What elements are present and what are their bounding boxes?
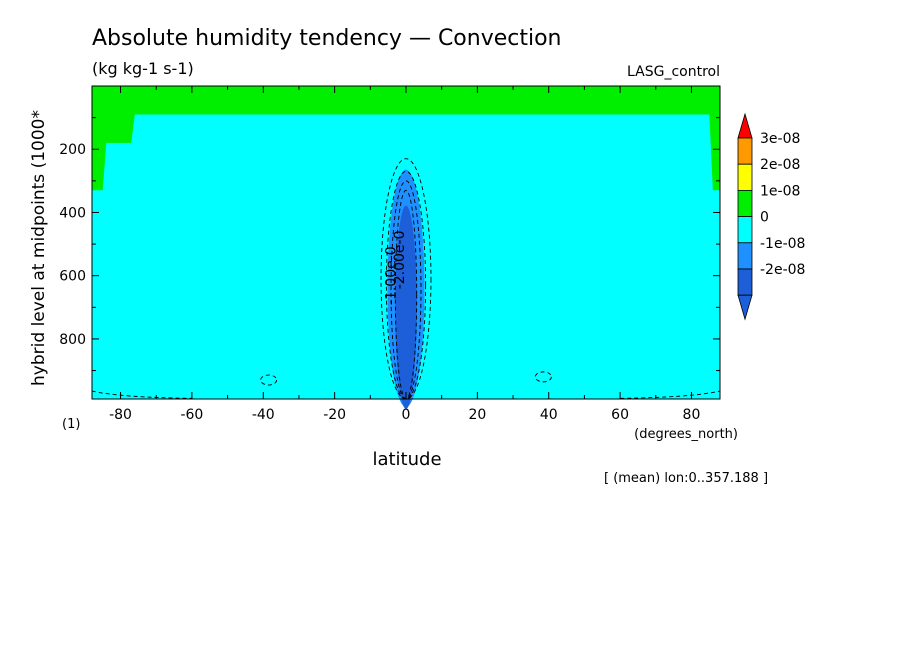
contour-label: -2.00e-0 [392, 230, 408, 289]
x-tick-label: 60 [611, 407, 629, 423]
colorbar: 3e-08 2e-08 1e-08 0 -1e-08 -2e-08 [737, 112, 805, 321]
x-units-label: (degrees_north) [634, 427, 738, 442]
x-axis-label: latitude [372, 449, 441, 470]
colorbar-arrow-top [737, 112, 753, 139]
x-axis: -80 -60 -40 -20 0 20 40 60 80 [109, 86, 700, 423]
mean-note: [ (mean) lon:0..357.188 ] [604, 471, 768, 486]
colorbar-label: -2e-08 [760, 262, 805, 278]
contour-line [385, 170, 427, 400]
colorbar-label: 3e-08 [760, 131, 800, 147]
contour-label: -1.00e-0 [383, 246, 399, 305]
contour-line [260, 374, 278, 386]
y-axis: 200 400 600 800 [59, 117, 720, 372]
contour-line [620, 390, 721, 399]
x-tick-label: -20 [323, 407, 346, 423]
x-tick-label: 0 [402, 407, 411, 423]
contour-line [91, 390, 192, 399]
positive-region [92, 86, 720, 191]
units-label: (kg kg-1 s-1) [92, 59, 194, 78]
y-tick-label: 600 [59, 269, 86, 285]
colorbar-label: 0 [760, 210, 769, 226]
x-tick-label: -60 [180, 407, 203, 423]
y-tick-label: 400 [59, 205, 86, 221]
colorbar-label: 1e-08 [760, 183, 800, 199]
x-tick-label: -40 [252, 407, 275, 423]
y-tick-label: 800 [59, 332, 86, 348]
colorbar-swatch [737, 189, 753, 217]
colorbar-arrow-bottom [737, 294, 753, 321]
x-tick-label: -80 [109, 407, 132, 423]
colorbar-label: 2e-08 [760, 157, 800, 173]
strong-negative-region [395, 205, 417, 409]
colorbar-label: -1e-08 [760, 236, 805, 252]
experiment-label: LASG_control [627, 64, 720, 80]
plot-area: -1.00e-0-2.00e-0 [91, 85, 721, 409]
contour-line [534, 371, 552, 383]
x-tick-label: 40 [540, 407, 558, 423]
y-units-label: (1) [62, 417, 80, 432]
colorbar-swatch [737, 242, 753, 270]
chart-title: Absolute humidity tendency — Convection [92, 26, 562, 51]
colorbar-swatch [737, 137, 753, 165]
colorbar-swatch [737, 216, 753, 244]
x-tick-label: 80 [683, 407, 701, 423]
y-axis-label: hybrid level at midpoints (1000* [29, 110, 49, 386]
y-tick-label: 200 [59, 142, 86, 158]
contour-line [390, 180, 422, 400]
x-tick-label: 20 [468, 407, 486, 423]
colorbar-swatch [737, 268, 753, 296]
colorbar-swatch [737, 163, 753, 191]
